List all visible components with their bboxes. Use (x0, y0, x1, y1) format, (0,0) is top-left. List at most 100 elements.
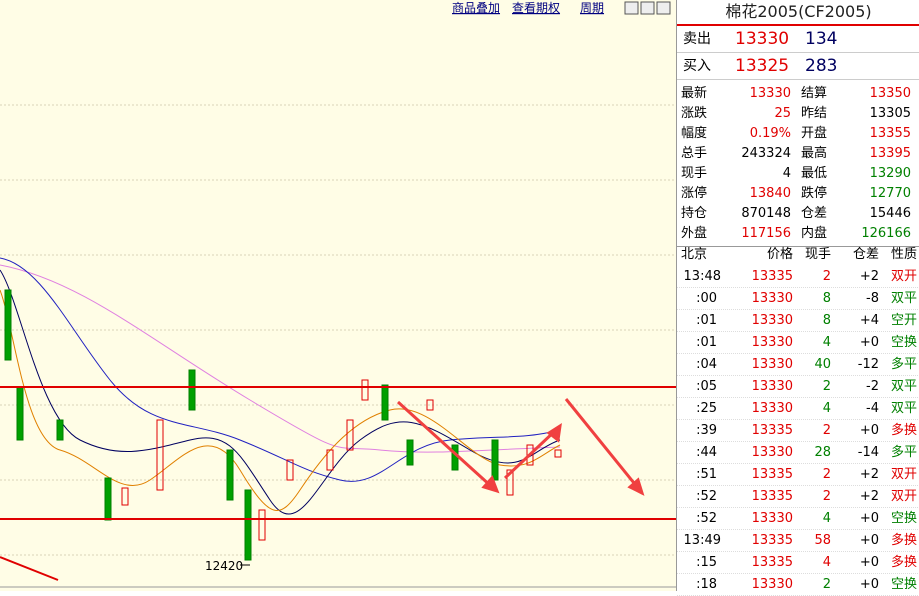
value: 126166 (861, 226, 911, 241)
type: 双开 (890, 467, 917, 482)
price: 13335 (751, 467, 793, 482)
time: :51 (696, 467, 717, 482)
separator (677, 246, 919, 247)
change: +0 (859, 511, 879, 526)
price: 13330 (751, 357, 793, 372)
change: +2 (859, 489, 879, 504)
time: :05 (696, 379, 717, 394)
price: 13335 (751, 489, 793, 504)
time: :25 (696, 401, 717, 416)
label: 涨跌 (681, 106, 708, 121)
header-cell: 现手 (804, 247, 831, 262)
time: :01 (696, 313, 717, 328)
quote-row: 幅度 0.19% 开盘 13355 (677, 124, 919, 144)
price: 13335 (751, 423, 793, 438)
value: 870148 (741, 206, 791, 221)
quote-panel: 棉花2005(CF2005) 卖出 13330 134 买入 13325 283 最新 1… (676, 0, 919, 596)
trade-row: :01 13330 4 +0 空换 (677, 333, 919, 354)
price: 13325 (735, 56, 790, 76)
volume: 8 (822, 291, 831, 306)
icon-button[interactable] (624, 1, 639, 15)
change: +4 (859, 313, 879, 328)
volume: 2 (822, 467, 831, 482)
trade-row: :25 13330 4 -4 双平 (677, 399, 919, 420)
trade-row: 13:48 13335 2 +2 双开 (677, 267, 919, 288)
type: 空换 (890, 577, 917, 592)
trade-row: :52 13330 4 +0 空换 (677, 509, 919, 530)
quote-title: 棉花2005(CF2005) (677, 0, 919, 26)
trade-row: :52 13335 2 +2 双开 (677, 487, 919, 508)
label: 涨停 (681, 186, 708, 201)
trade-row: :05 13330 2 -2 双平 (677, 377, 919, 398)
time: :44 (696, 445, 717, 460)
label: 最新 (681, 86, 708, 101)
toolbar-link[interactable]: 商品叠加 (452, 0, 500, 15)
price: 13335 (751, 555, 793, 570)
change: +0 (859, 533, 879, 548)
toolbar-link[interactable]: 周期 (580, 1, 604, 15)
volume: 2 (822, 423, 831, 438)
label: 结算 (801, 86, 828, 101)
volume: 2 (822, 489, 831, 504)
volume: 2 (822, 269, 831, 284)
volume: 4 (822, 335, 831, 350)
value: 13395 (869, 146, 911, 161)
time: :52 (696, 489, 717, 504)
quote-row: 现手 4 最低 13290 (677, 164, 919, 184)
value: 12770 (869, 186, 911, 201)
volume: 8 (822, 313, 831, 328)
label: 卖出 (683, 31, 711, 47)
bid-row: 买入 13325 283 (677, 53, 919, 80)
toolbar-link[interactable]: 查看期权 (512, 1, 560, 15)
time: :39 (696, 423, 717, 438)
label: 开盘 (801, 126, 828, 141)
volume: 283 (805, 56, 838, 76)
value: 13330 (749, 86, 791, 101)
label: 总手 (681, 146, 708, 161)
chart: 12420 商品叠加 查看期权 周期 (0, 0, 676, 591)
type: 多平 (890, 357, 917, 372)
type: 多换 (890, 533, 917, 548)
quote-row: 最新 13330 结算 13350 (677, 84, 919, 104)
change: +0 (859, 577, 879, 592)
price: 13330 (735, 29, 790, 49)
trade-row: :01 13330 8 +4 空开 (677, 311, 919, 332)
label: 外盘 (681, 226, 708, 241)
change: +2 (859, 269, 879, 284)
value: 4 (782, 166, 791, 181)
type: 双开 (890, 269, 917, 284)
price: 13330 (751, 445, 793, 460)
price: 13335 (751, 269, 793, 284)
label: 最低 (801, 166, 828, 181)
volume: 4 (822, 555, 831, 570)
value: 13355 (869, 126, 911, 141)
trade-row: :39 13335 2 +0 多换 (677, 421, 919, 442)
price: 13330 (751, 401, 793, 416)
type: 空开 (890, 313, 917, 328)
type: 空换 (890, 335, 917, 350)
icon-button[interactable] (640, 1, 655, 15)
volume: 40 (814, 357, 831, 372)
time: 13:49 (683, 533, 721, 548)
icon-button[interactable] (656, 1, 671, 15)
time: :04 (696, 357, 717, 372)
header-cell: 性质 (890, 247, 917, 262)
time: :52 (696, 511, 717, 526)
change: -2 (866, 379, 879, 394)
change: -4 (866, 401, 879, 416)
trade-header: 北京 价格 现手 仓差 性质 (677, 245, 919, 265)
volume: 4 (822, 511, 831, 526)
time: :00 (696, 291, 717, 306)
trade-row: :51 13335 2 +2 双开 (677, 465, 919, 486)
time: :01 (696, 335, 717, 350)
value: 0.19% (749, 126, 791, 141)
header-cell: 北京 (681, 247, 708, 262)
trade-row: 13:49 13335 58 +0 多换 (677, 531, 919, 552)
price: 13330 (751, 313, 793, 328)
label: 跌停 (801, 186, 828, 201)
volume: 4 (822, 401, 831, 416)
type: 多换 (890, 423, 917, 438)
trade-row: :15 13335 4 +0 多换 (677, 553, 919, 574)
price: 13330 (751, 511, 793, 526)
label: 持仓 (681, 206, 708, 221)
